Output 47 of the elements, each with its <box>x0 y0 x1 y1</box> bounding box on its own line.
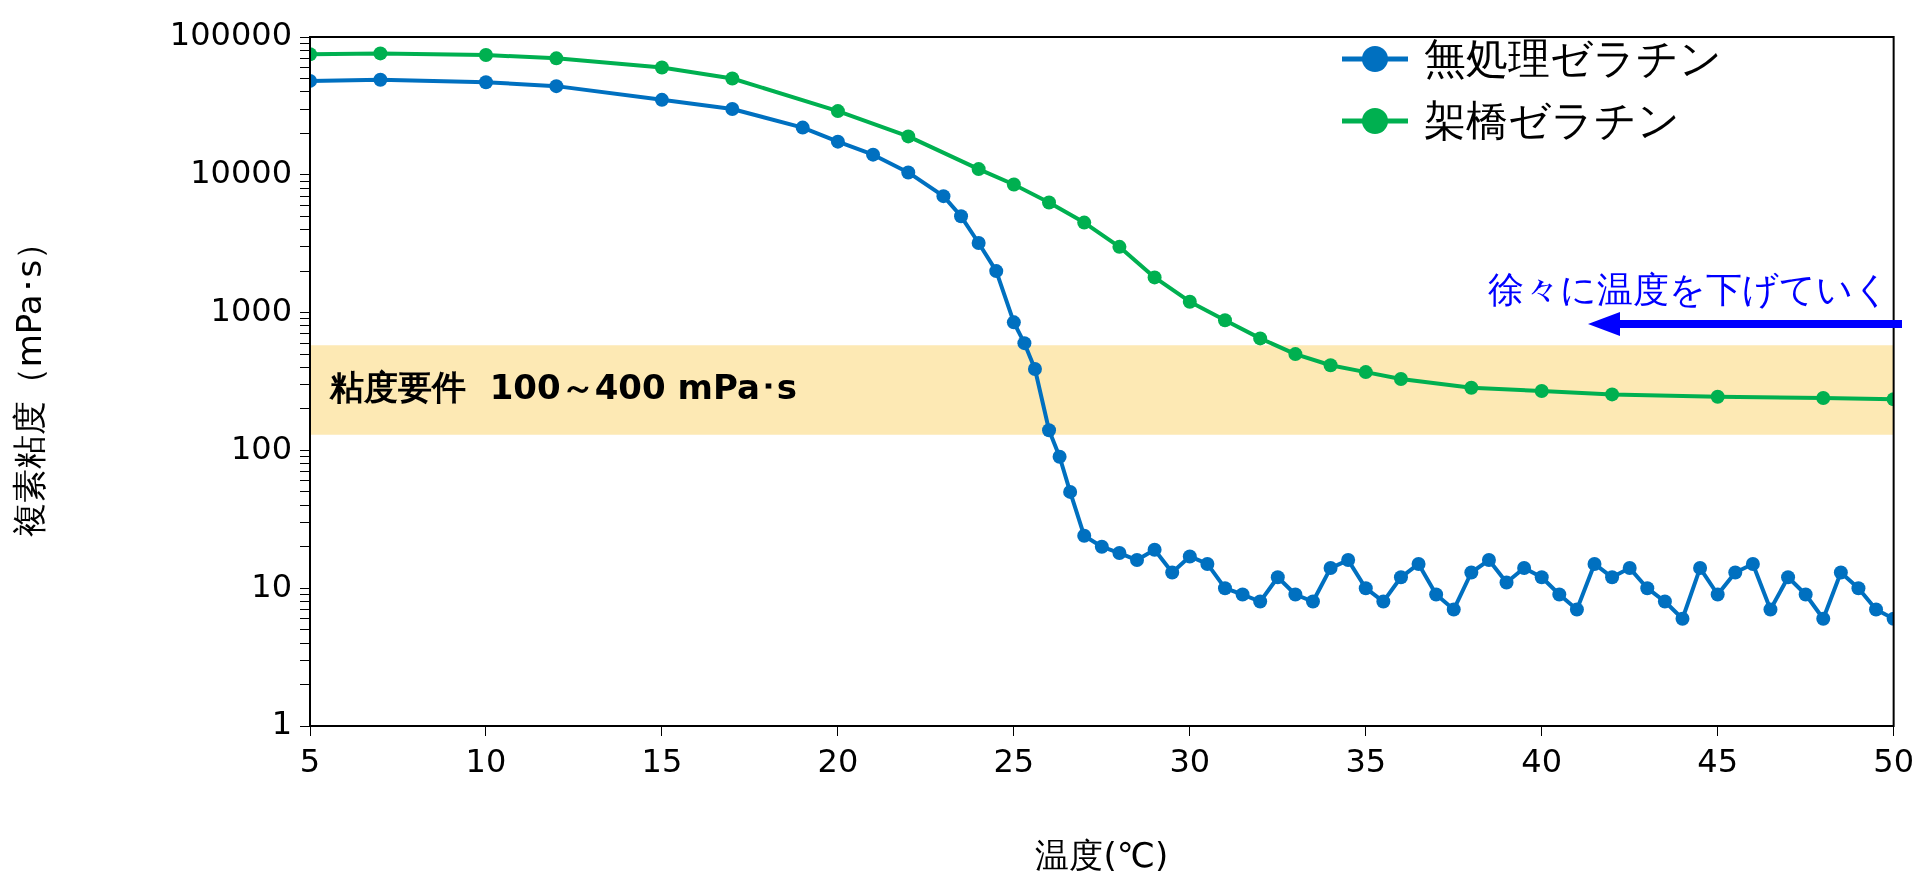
y-axis-title: 複素粘度（mPa･s） <box>9 225 50 538</box>
x-tick-label: 50 <box>1873 741 1914 780</box>
y-tick-label: 1 <box>271 704 292 743</box>
legend-label: 架橋ゼラチン <box>1424 95 1680 147</box>
point <box>971 162 986 177</box>
y-tick-label: 100000 <box>169 15 292 54</box>
point <box>1112 239 1127 254</box>
x-tick-label: 10 <box>465 741 507 780</box>
point <box>1534 383 1549 398</box>
x-tick-label: 15 <box>641 741 683 780</box>
point <box>1217 313 1232 328</box>
x-tick-label: 45 <box>1697 741 1739 780</box>
y-tick-label: 1000 <box>210 290 292 329</box>
x-tick-label: 40 <box>1521 741 1563 780</box>
point <box>1288 347 1303 362</box>
point <box>1077 215 1092 230</box>
point <box>1147 270 1162 285</box>
y-tick-label: 10000 <box>190 153 292 192</box>
point <box>901 129 916 144</box>
x-tick-label: 30 <box>1169 741 1211 780</box>
point <box>373 46 388 61</box>
point <box>1006 177 1021 192</box>
x-tick-label: 20 <box>817 741 859 780</box>
point <box>549 51 564 66</box>
point <box>478 48 493 63</box>
legend-label: 無処理ゼラチン <box>1424 33 1722 85</box>
band-label: 粘度要件 100～400 mPa･s <box>329 366 798 407</box>
x-tick-label: 25 <box>993 741 1035 780</box>
point <box>1393 371 1408 386</box>
point <box>830 104 845 119</box>
annotation: 徐々に温度を下げていく <box>1487 269 1890 310</box>
y-tick-label: 10 <box>251 566 292 605</box>
x-axis-title: 温度(℃) <box>1035 835 1169 876</box>
point <box>1464 380 1479 395</box>
point <box>1605 387 1620 402</box>
point <box>1358 365 1373 380</box>
y-tick-label: 100 <box>230 428 292 467</box>
point <box>1710 389 1725 404</box>
x-tick-label: 35 <box>1345 741 1387 780</box>
point <box>725 71 740 86</box>
point <box>1816 391 1831 406</box>
point <box>1253 331 1268 346</box>
point <box>1042 195 1057 210</box>
point <box>654 60 669 75</box>
point <box>1182 294 1197 309</box>
point <box>1323 358 1338 373</box>
x-tick-label: 5 <box>299 741 321 780</box>
